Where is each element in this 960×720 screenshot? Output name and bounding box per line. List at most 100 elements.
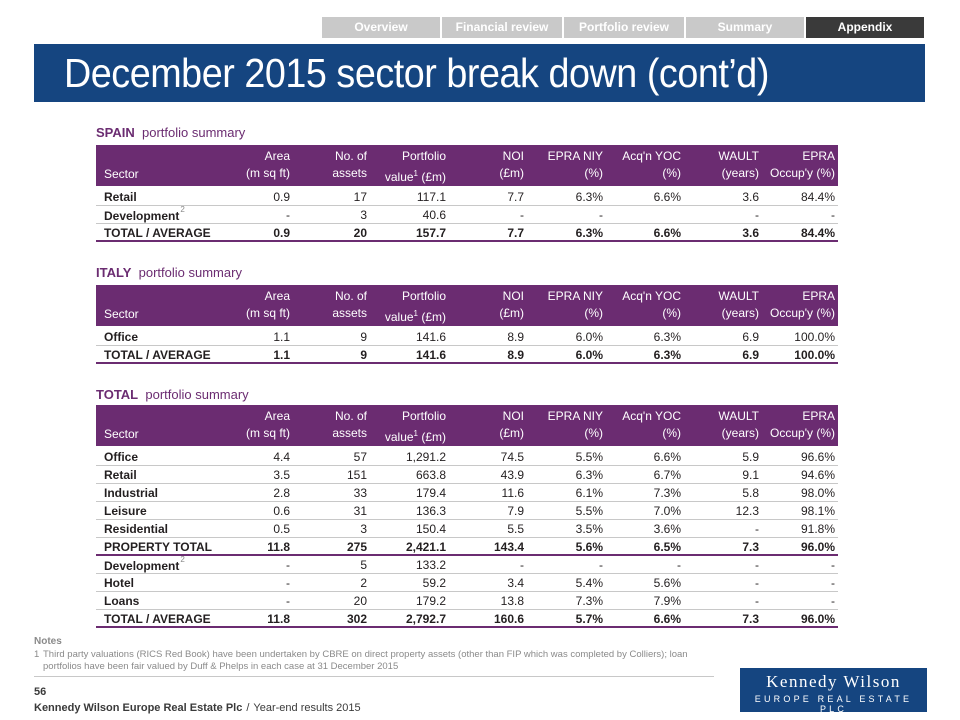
total-title-bold: TOTAL	[96, 387, 139, 402]
cell-occ: 91.8%	[800, 522, 835, 536]
logo-line2: EUROPE REAL ESTATE PLC	[754, 694, 913, 714]
cell-yoc: 6.3%	[653, 330, 681, 344]
header-area-line2: (m sq ft)	[246, 426, 290, 440]
footer-company: Kennedy Wilson Europe Real Estate Plc	[34, 702, 243, 714]
header-niy-line1: EPRA NIY	[547, 289, 603, 303]
header-occ-line2: Occup'y (%)	[770, 166, 835, 180]
row-footnote: 2	[180, 205, 185, 214]
cell-wault: -	[755, 558, 759, 572]
header-area-line2: (m sq ft)	[246, 166, 290, 180]
table-row: Loans - 20 179.2 13.8 7.3% 7.9% - -	[96, 592, 838, 610]
cell-value: 59.2	[422, 576, 446, 590]
footer-divider	[34, 676, 714, 677]
header-niy-line2: (%)	[584, 426, 603, 440]
row-sector-label: Development	[104, 559, 180, 573]
italy-table-header: Sector Area (m sq ft) No. of assets Portfolio…	[96, 285, 838, 326]
header-niy-line1: EPRA NIY	[547, 409, 603, 423]
spain-table-body: Retail 0.9 17 117.1 7.7 6.3% 6.6% 3.6 84.4% Devel…	[96, 186, 838, 242]
italy-section-title: ITALY portfolio summary	[96, 265, 242, 280]
spain-table-header: Sector Area (m sq ft) No. of assets Portfolio…	[96, 145, 838, 186]
table-row: Industrial 2.8 33 179.4 11.6 6.1% 7.3% 5.8 98.0%	[96, 484, 838, 502]
cell-occ: -	[831, 576, 835, 590]
tab-summary[interactable]: Summary	[686, 17, 804, 38]
cell-area: -	[286, 594, 290, 608]
header-occ: EPRA Occup'y (%)	[770, 408, 835, 442]
cell-value: 133.2	[415, 558, 446, 572]
row-sector: Retail	[104, 468, 137, 482]
table-row: TOTAL / AVERAGE 11.8 302 2,792.7 160.6 5.7% 6.…	[96, 610, 838, 628]
cell-assets: 2	[360, 576, 367, 590]
cell-niy: 6.3%	[575, 190, 603, 204]
cell-area: -	[286, 558, 290, 572]
cell-wault: -	[755, 208, 759, 222]
note-text: Third party valuations (RICS Red Book) h…	[43, 649, 688, 672]
cell-occ: 100.0%	[794, 330, 835, 344]
header-niy-line2: (%)	[584, 306, 603, 320]
header-niy-line2: (%)	[584, 166, 603, 180]
cell-niy: 6.0%	[575, 348, 603, 362]
cell-occ: -	[831, 558, 835, 572]
cell-wault: 5.9	[742, 450, 759, 464]
cell-value: 179.2	[415, 594, 446, 608]
table-row: Development2 - 3 40.6 - - - -	[96, 205, 838, 224]
cell-value: 663.8	[415, 468, 446, 482]
tab-financial-review[interactable]: Financial review	[442, 17, 562, 38]
row-sector: Retail	[104, 190, 137, 204]
cell-assets: 3	[360, 208, 367, 222]
cell-wault: 5.8	[742, 486, 759, 500]
table-row: Leisure 0.6 31 136.3 7.9 5.5% 7.0% 12.3 98.1%	[96, 502, 838, 520]
header-noi-line1: NOI	[502, 409, 524, 423]
cell-niy: 7.3%	[575, 594, 603, 608]
cell-value: 157.7	[415, 226, 446, 240]
header-assets-line1: No. of	[334, 289, 367, 303]
tab-overview[interactable]: Overview	[322, 17, 440, 38]
table-row: TOTAL / AVERAGE 1.1 9 141.6 8.9 6.0% 6.3% 6.9 10…	[96, 346, 838, 364]
header-value: Portfolio value1 (£m)	[385, 288, 446, 326]
cell-wault: 7.3	[742, 540, 759, 554]
cell-yoc: 5.6%	[653, 576, 681, 590]
header-occ-line2: Occup'y (%)	[770, 306, 835, 320]
row-sector: Leisure	[104, 504, 147, 518]
header-area-line1: Area	[264, 289, 290, 303]
cell-yoc: -	[677, 558, 681, 572]
header-yoc-line1: Acq'n YOC	[622, 289, 681, 303]
header-area-line1: Area	[264, 149, 290, 163]
tab-appendix[interactable]: Appendix	[806, 17, 924, 38]
cell-niy: 6.1%	[575, 486, 603, 500]
header-assets: No. of assets	[332, 408, 367, 442]
cell-yoc: 7.9%	[653, 594, 681, 608]
cell-occ: 100.0%	[794, 348, 835, 362]
header-value-line2b: (£m)	[418, 310, 446, 324]
header-area: Area (m sq ft)	[246, 408, 290, 442]
header-occ-line1: EPRA	[802, 409, 835, 423]
cell-assets: 20	[353, 594, 367, 608]
spain-table: Sector Area (m sq ft) No. of assets Portfolio…	[96, 145, 838, 242]
cell-occ: 96.0%	[800, 612, 835, 626]
cell-niy: 5.5%	[575, 504, 603, 518]
header-sector: Sector	[104, 427, 139, 441]
header-noi: NOI (£m)	[499, 408, 524, 442]
table-row: Residential 0.5 3 150.4 5.5 3.5% 3.6% - 91.8%	[96, 520, 838, 538]
cell-value: 117.1	[416, 190, 446, 204]
header-noi-line1: NOI	[502, 289, 524, 303]
note-number: 1	[34, 649, 40, 660]
cell-noi: 5.5	[507, 522, 524, 536]
cell-assets: 3	[360, 522, 367, 536]
header-assets-line1: No. of	[334, 409, 367, 423]
header-value-line2a: value	[384, 310, 414, 324]
cell-area: 11.8	[267, 612, 290, 626]
header-wault-line1: WAULT	[718, 289, 759, 303]
section-nav: Overview Financial review Portfolio revi…	[322, 17, 924, 38]
cell-area: 1.1	[273, 348, 290, 362]
title-banner: December 2015 sector break down (cont’d)	[34, 44, 925, 102]
header-area-line1: Area	[264, 409, 290, 423]
italy-table: Sector Area (m sq ft) No. of assets Portfolio…	[96, 285, 838, 364]
cell-assets: 9	[360, 348, 367, 362]
cell-occ: 98.0%	[800, 486, 835, 500]
cell-occ: -	[831, 208, 835, 222]
cell-yoc: 6.6%	[653, 190, 681, 204]
tab-portfolio-review[interactable]: Portfolio review	[564, 17, 684, 38]
spain-title-bold: SPAIN	[96, 125, 135, 140]
page-number: 56	[34, 686, 47, 698]
header-assets-line2: assets	[332, 306, 367, 320]
